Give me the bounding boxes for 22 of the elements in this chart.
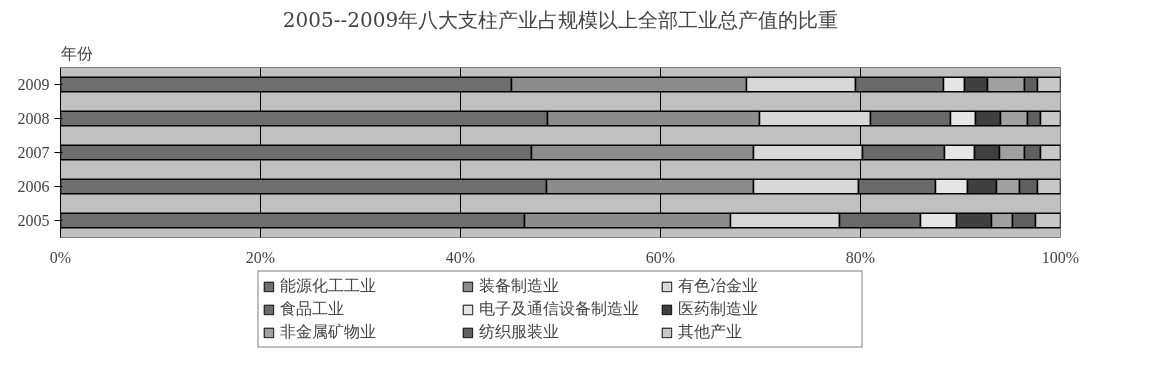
y-tick-label: 2009	[17, 76, 50, 93]
legend-label: 装备制造业	[478, 275, 560, 297]
legend-label: 电子及通信设备制造业	[478, 298, 640, 320]
legend-label: 纺织服装业	[478, 321, 560, 343]
legend-label: 食品工业	[279, 298, 345, 320]
x-tick-label: 20%	[245, 248, 276, 266]
legend-label: 医药制造业	[677, 298, 759, 320]
legend-label: 能源化工工业	[279, 275, 377, 297]
y-tick-label: 2006	[17, 178, 50, 195]
y-axis-title: 年份	[60, 43, 93, 63]
y-tick-label: 2008	[17, 110, 50, 127]
y-tick-label: 2005	[17, 212, 50, 229]
legend-label: 非金属矿物业	[279, 321, 377, 343]
x-tick-label: 80%	[845, 248, 876, 266]
x-tick-label: 100%	[1041, 248, 1080, 266]
y-tick-label: 2007	[17, 144, 50, 161]
legend-label: 有色冶金业	[677, 275, 759, 297]
legend-label: 其他产业	[677, 321, 743, 343]
x-tick-label: 60%	[645, 248, 676, 266]
chart-title: 2005--2009年八大支柱产业占规模以上全部工业总产值的比重	[282, 7, 839, 32]
x-tick-label: 0%	[49, 248, 72, 266]
x-tick-label: 40%	[445, 248, 476, 266]
